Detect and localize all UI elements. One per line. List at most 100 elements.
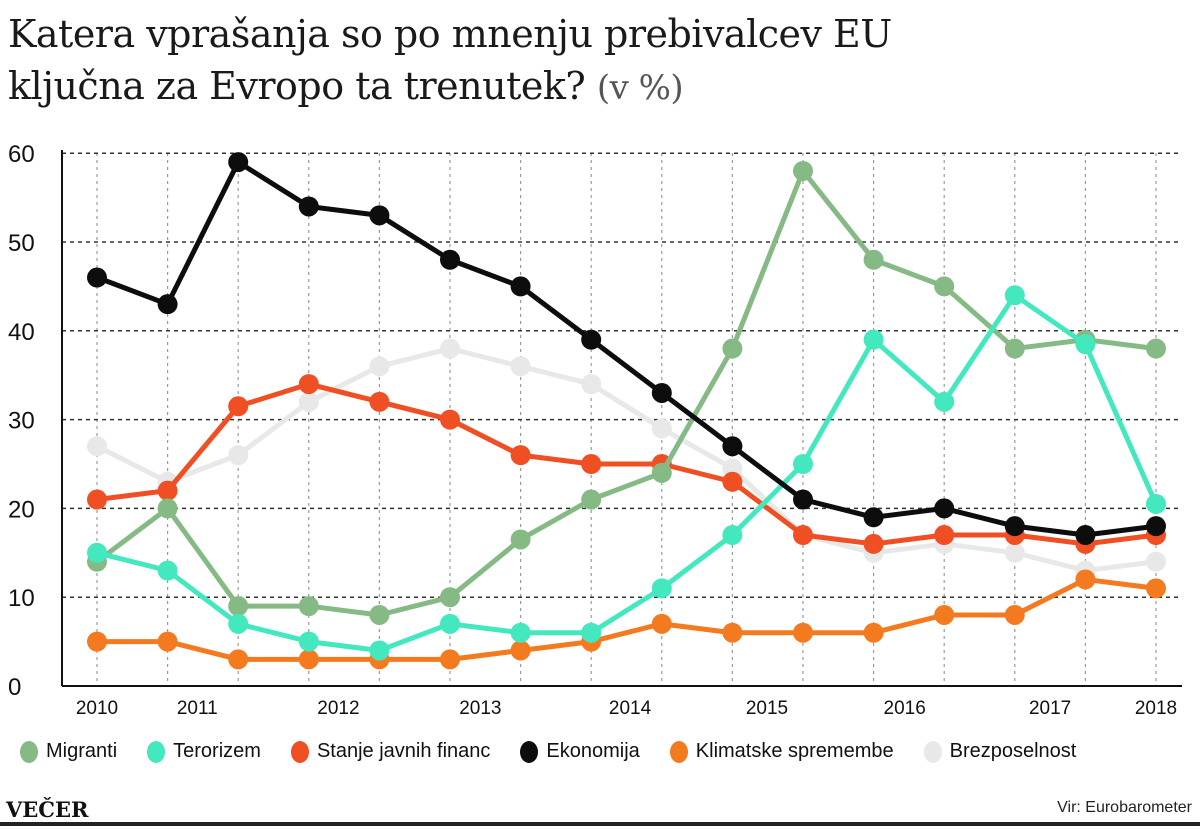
data-point-ekonomija [722, 436, 743, 457]
x-tick-label: 2011 [177, 698, 218, 719]
legend-label: Terorizem [173, 740, 261, 762]
data-point-brezposelnost [581, 374, 602, 395]
data-point-klimatske-spremembe [510, 640, 531, 661]
data-point-ekonomija [369, 205, 390, 226]
data-point-ekonomija [651, 382, 672, 403]
data-point-migranti [863, 249, 884, 270]
data-point-brezposelnost [228, 445, 249, 466]
legend-item: Stanje javnih financ [290, 740, 491, 763]
data-point-migranti [651, 462, 672, 483]
data-point-terorizem [793, 454, 813, 474]
data-point-ekonomija [934, 498, 955, 519]
vecer-logo: VEČER [6, 797, 89, 822]
data-point-ekonomija [793, 489, 813, 510]
legend-item: Brezposelnost [923, 740, 1077, 763]
data-point-klimatske-spremembe [298, 649, 319, 670]
title-line-1: Katera vprašanja so po mnenju prebivalce… [8, 12, 892, 56]
bottom-rule [0, 822, 1200, 826]
data-point-brezposelnost [87, 436, 107, 457]
data-point-ekonomija [581, 329, 602, 350]
data-point-brezposelnost [369, 356, 390, 377]
data-point-stanje-javnih-financ [157, 480, 178, 501]
data-point-migranti [228, 596, 249, 617]
data-point-klimatske-spremembe [1004, 604, 1025, 625]
data-point-terorizem [934, 391, 955, 412]
legend-label: Brezposelnost [949, 740, 1077, 762]
data-point-migranti [298, 596, 319, 617]
data-point-terorizem [722, 525, 743, 546]
data-point-stanje-javnih-financ [369, 391, 390, 412]
data-point-stanje-javnih-financ [228, 396, 249, 417]
data-point-klimatske-spremembe [87, 631, 107, 652]
data-point-ekonomija [87, 267, 107, 288]
data-point-ekonomija [863, 507, 884, 528]
legend-item: Migranti [20, 740, 117, 763]
data-point-terorizem [369, 640, 390, 661]
data-point-terorizem [87, 542, 107, 563]
data-point-klimatske-spremembe [1146, 578, 1166, 599]
legend-label: Klimatske spremembe [695, 740, 894, 762]
data-point-migranti [369, 604, 390, 625]
legend: Migranti Terorizem Stanje javnih financ Eko… [20, 740, 1106, 763]
x-tick-label: 2016 [884, 698, 926, 719]
data-point-migranti [440, 587, 460, 608]
legend-swatch-icon [520, 740, 539, 763]
series-line-klimatske-spremembe [97, 576, 1157, 662]
data-point-ekonomija [157, 294, 178, 315]
legend-label: Ekonomija [546, 740, 640, 762]
data-point-stanje-javnih-financ [793, 525, 813, 546]
data-point-terorizem [157, 560, 178, 581]
data-point-klimatske-spremembe [651, 613, 672, 634]
data-point-brezposelnost [1146, 551, 1166, 572]
data-point-migranti [581, 489, 602, 510]
data-point-ekonomija [510, 276, 531, 297]
data-point-brezposelnost [1004, 542, 1025, 563]
data-point-klimatske-spremembe [1075, 569, 1096, 590]
data-point-terorizem [440, 613, 460, 634]
legend-item: Terorizem [147, 740, 261, 763]
x-tick-label: 2015 [746, 698, 788, 719]
y-tick-label: 40 [8, 319, 35, 346]
data-point-stanje-javnih-financ [934, 525, 955, 546]
data-point-ekonomija [298, 196, 319, 217]
line-chart: 0 10 20 30 40 50 60 2010 2011 2012 2013 2014 2015 201… [8, 141, 1182, 719]
legend-item: Ekonomija [520, 740, 640, 763]
y-tick-label: 10 [8, 585, 35, 612]
legend-swatch-icon [923, 740, 942, 763]
data-point-terorizem [510, 622, 531, 643]
data-point-migranti [1146, 338, 1166, 359]
data-point-ekonomija [440, 249, 460, 270]
series-line-stanje-javnih-financ [96, 381, 1157, 547]
data-point-klimatske-spremembe [440, 649, 460, 670]
data-point-migranti [510, 529, 531, 550]
data-point-stanje-javnih-financ [863, 533, 884, 554]
chart-title: Katera vprašanja so po mnenju prebivalce… [8, 8, 892, 114]
data-point-ekonomija [1004, 516, 1025, 537]
legend-swatch-icon [669, 740, 688, 763]
y-tick-label: 30 [8, 408, 35, 435]
legend-swatch-icon [147, 740, 166, 763]
data-point-brezposelnost [651, 418, 672, 439]
data-point-klimatske-spremembe [934, 604, 955, 625]
y-tick-label: 50 [8, 230, 35, 257]
data-point-klimatske-spremembe [793, 622, 813, 643]
data-point-stanje-javnih-financ [581, 454, 602, 474]
data-point-stanje-javnih-financ [440, 409, 460, 430]
legend-item: Klimatske spremembe [669, 740, 894, 763]
data-point-migranti [793, 160, 813, 181]
data-point-stanje-javnih-financ [87, 489, 107, 510]
legend-label: Stanje javnih financ [316, 740, 491, 762]
data-point-brezposelnost [440, 338, 460, 359]
series-line-migranti [95, 168, 1157, 618]
data-point-stanje-javnih-financ [510, 445, 531, 466]
data-point-ekonomija [1075, 525, 1096, 546]
data-point-migranti [934, 276, 955, 297]
data-point-klimatske-spremembe [722, 622, 743, 643]
x-tick-label: 2018 [1135, 698, 1177, 719]
data-point-terorizem [1004, 285, 1025, 306]
data-point-klimatske-spremembe [157, 631, 178, 652]
data-point-terorizem [298, 631, 319, 652]
source-note: Vir: Eurobarometer [1057, 799, 1192, 816]
data-point-terorizem [651, 578, 672, 599]
data-point-brezposelnost [298, 391, 319, 412]
